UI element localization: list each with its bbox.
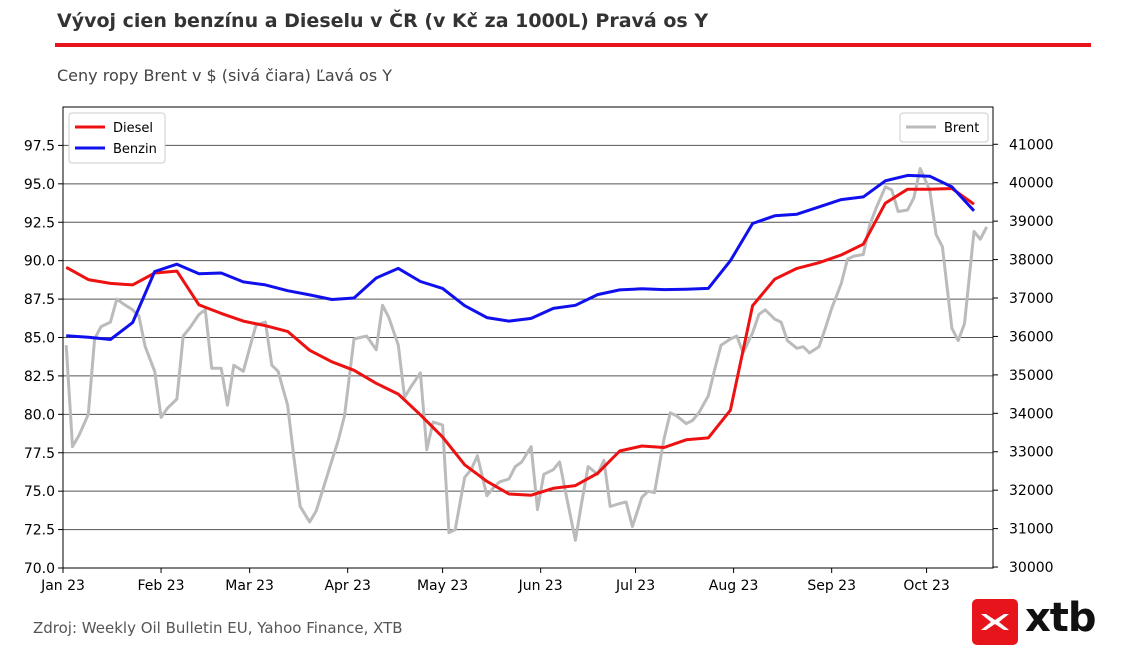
right-axis-tick-label: 37000 [1009, 291, 1054, 307]
source-note: Zdroj: Weekly Oil Bulletin EU, Yahoo Fin… [33, 619, 403, 637]
right-axis-tick-label: 39000 [1009, 214, 1054, 230]
title-accent-rule [55, 43, 1091, 47]
x-axis-tick-label: Jun 23 [518, 578, 563, 594]
left-axis-tick-label: 77.5 [24, 446, 55, 462]
right-axis-tick-label: 32000 [1009, 483, 1054, 499]
left-axis-tick-label: 87.5 [24, 292, 55, 308]
right-axis-tick-label: 41000 [1009, 137, 1054, 153]
legend-label-brent: Brent [944, 121, 979, 136]
chart-title: Vývoj cien benzínu a Dieselu v ČR (v Kč … [57, 10, 709, 32]
right-axis-tick-label: 40000 [1009, 176, 1054, 192]
left-axis-tick-label: 85.0 [24, 331, 55, 347]
x-axis-tick-label: Oct 23 [903, 578, 949, 594]
left-axis-tick-label: 95.0 [24, 177, 55, 193]
left-axis-tick-label: 72.5 [24, 523, 55, 539]
left-axis-tick-label: 80.0 [24, 407, 55, 423]
series-line-brent [64, 167, 989, 542]
x-axis-tick-label: Mar 23 [225, 578, 274, 594]
legend-label-benzin: Benzin [113, 142, 157, 157]
series-line-benzin [66, 173, 976, 341]
right-axis-tick-label: 31000 [1009, 522, 1054, 538]
legend-label-diesel: Diesel [113, 121, 153, 136]
right-axis-tick-label: 38000 [1009, 253, 1054, 269]
x-axis-tick-label: Jul 23 [615, 578, 655, 594]
x-axis-tick-label: Jan 23 [40, 578, 85, 594]
x-axis-tick-label: Apr 23 [324, 578, 370, 594]
x-axis-tick-label: May 23 [417, 578, 468, 594]
right-axis-tick-label: 30000 [1009, 560, 1054, 576]
right-axis-tick-label: 34000 [1009, 406, 1054, 422]
right-axis-tick-label: 35000 [1009, 368, 1054, 384]
xtb-logo-text: xtb [1025, 595, 1097, 641]
series-line-diesel [65, 187, 975, 497]
xtb-logo: xtb [972, 595, 1102, 647]
left-axis-tick-label: 75.0 [24, 484, 55, 500]
right-axis-tick-label: 36000 [1009, 329, 1054, 345]
left-axis-tick-label: 97.5 [24, 138, 55, 154]
xtb-logo-icon [972, 599, 1018, 645]
legend-box [899, 112, 989, 143]
left-axis-tick-label: 70.0 [24, 561, 55, 577]
left-axis-tick-label: 82.5 [24, 369, 55, 385]
x-axis-tick-label: Aug 23 [709, 578, 759, 594]
left-axis-tick-label: 92.5 [24, 215, 55, 231]
x-axis-tick-label: Feb 23 [138, 578, 185, 594]
right-axis-tick-label: 33000 [1009, 445, 1054, 461]
x-axis-tick-label: Sep 23 [807, 578, 856, 594]
chart-subtitle: Ceny ropy Brent v $ (sivá čiara) Ľavá os… [57, 66, 393, 85]
left-axis-tick-label: 90.0 [24, 254, 55, 270]
